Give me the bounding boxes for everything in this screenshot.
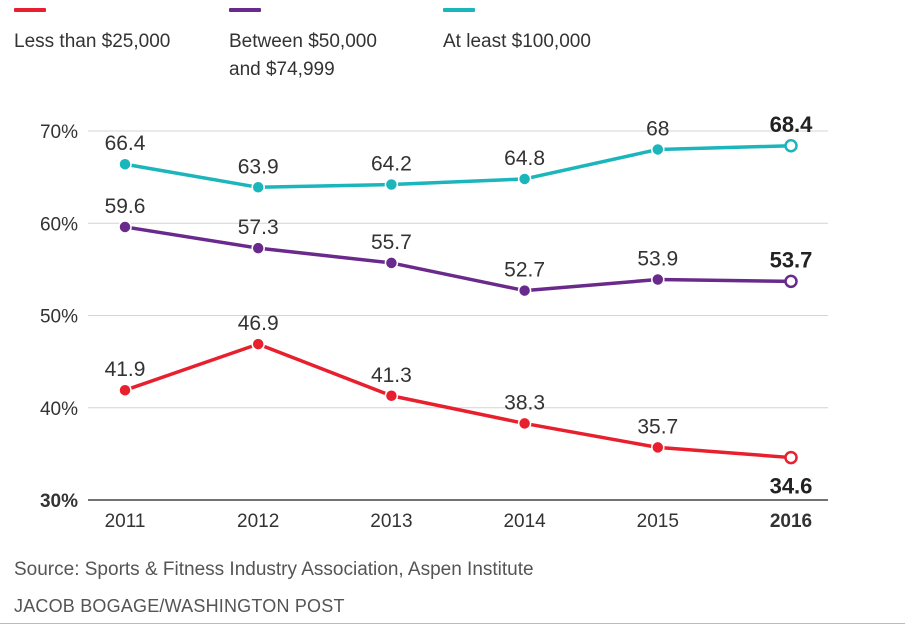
- legend-item-middle-income: Between $50,000 and $74,999: [229, 8, 377, 84]
- data-point: [251, 180, 265, 195]
- data-point: [251, 337, 265, 351]
- x-tick-label: 2014: [503, 511, 546, 532]
- data-label: 66.4: [105, 132, 146, 155]
- data-label: 41.9: [105, 358, 146, 381]
- line-chart: 30% 40% 50% 60% 70% 2011 2012 2013 2014 2015 2016 6…: [40, 112, 828, 532]
- legend-label: At least $100,000: [443, 31, 591, 52]
- data-label: 53.9: [637, 248, 678, 271]
- data-point: [651, 142, 665, 157]
- legend-swatch-red: [14, 8, 46, 12]
- legend-item-high-income: At least $100,000: [443, 8, 591, 56]
- data-label: 52.7: [504, 259, 545, 282]
- series-line: [124, 144, 792, 190]
- legend-item-low-income: Less than $25,000: [14, 8, 170, 56]
- data-label: 59.6: [105, 195, 146, 218]
- legend-label: Less than $25,000: [14, 31, 171, 52]
- x-tick-label: 2011: [105, 511, 146, 532]
- x-tick-label: 2016: [770, 511, 812, 532]
- y-tick-label: 40%: [40, 399, 78, 420]
- data-point: [384, 177, 399, 192]
- data-point: [384, 389, 399, 403]
- data-label: 46.9: [238, 312, 279, 335]
- x-tick-label: 2015: [637, 511, 679, 532]
- data-point: [251, 241, 265, 255]
- x-tick-label: 2012: [237, 511, 279, 532]
- data-label: 68.4: [770, 112, 814, 137]
- credit-line: JACOB BOGAGE/WASHINGTON POST: [14, 596, 345, 616]
- data-point: [651, 440, 665, 455]
- data-point: [784, 139, 798, 153]
- data-point: [118, 157, 132, 171]
- data-label: 38.3: [504, 391, 545, 414]
- data-point: [517, 172, 532, 186]
- bottom-divider: [0, 623, 905, 624]
- legend: Less than $25,000 Between $50,000 and $7…: [0, 0, 912, 90]
- data-label: 68: [646, 117, 669, 140]
- data-label: 64.8: [504, 147, 545, 170]
- y-tick-label: 60%: [40, 214, 78, 235]
- data-point: [517, 283, 532, 298]
- data-point: [517, 416, 532, 431]
- data-point: [784, 450, 798, 465]
- data-label: 34.6: [770, 474, 813, 499]
- source-note: Source: Sports & Fitness Industry Associ…: [14, 559, 534, 580]
- data-label: 35.7: [637, 415, 678, 438]
- data-point: [118, 383, 132, 397]
- data-point: [784, 274, 798, 289]
- data-point: [384, 256, 399, 270]
- y-tick-label: 30%: [40, 491, 78, 512]
- data-label: 55.7: [371, 231, 412, 254]
- data-point: [118, 220, 132, 234]
- data-label: 41.3: [371, 364, 412, 387]
- data-point: [651, 272, 665, 287]
- legend-label: Between $50,000 and $74,999: [229, 31, 377, 80]
- x-tick-label: 2013: [370, 511, 412, 532]
- y-tick-label: 50%: [40, 307, 78, 328]
- data-label: 57.3: [238, 216, 279, 239]
- legend-swatch-purple: [229, 8, 261, 12]
- data-label: 64.2: [371, 153, 412, 176]
- legend-swatch-teal: [443, 8, 475, 12]
- data-label: 63.9: [238, 155, 279, 178]
- y-tick-label: 70%: [40, 122, 78, 143]
- series-line: [124, 225, 792, 293]
- series-line: [124, 342, 792, 460]
- data-label: 53.7: [770, 247, 813, 272]
